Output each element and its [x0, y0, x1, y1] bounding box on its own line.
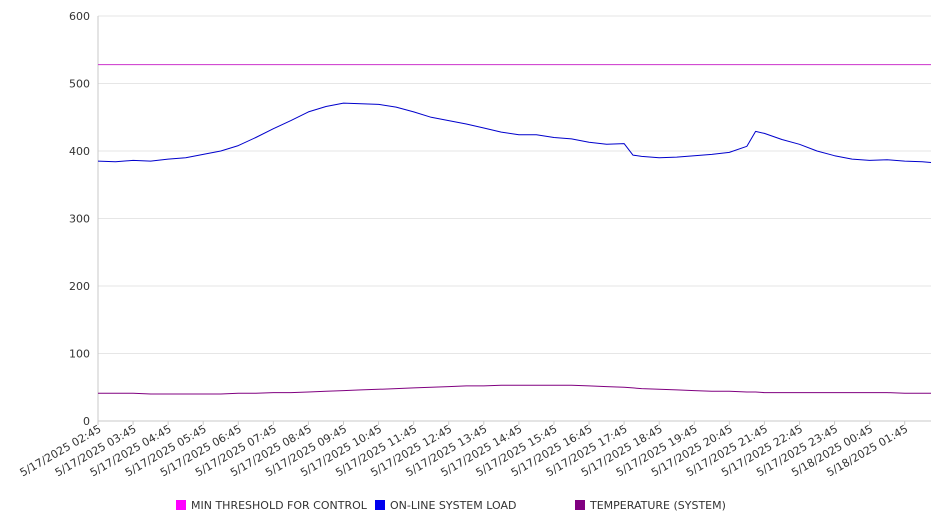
gridlines: [98, 15, 931, 354]
y-tick-label-100: 100: [69, 348, 90, 361]
y-tick-label-400: 400: [69, 145, 90, 158]
legend-label-temperature: TEMPERATURE (SYSTEM): [590, 498, 726, 512]
series-lines: [97, 64, 932, 395]
legend-item-temperature[interactable]: TEMPERATURE (SYSTEM): [575, 497, 726, 513]
legend-label-system-load: ON-LINE SYSTEM LOAD: [390, 498, 517, 512]
legend-swatch-temperature: [575, 500, 585, 510]
y-tick-labels: 0 100 200 300 400 500 600: [69, 10, 90, 428]
legend-label-min-threshold: MIN THRESHOLD FOR CONTROL: [191, 498, 367, 512]
legend-item-min-threshold[interactable]: MIN THRESHOLD FOR CONTROL: [176, 497, 367, 513]
legend-swatch-min-threshold: [176, 500, 186, 510]
y-tick-label-600: 600: [69, 10, 90, 23]
legend-item-system-load[interactable]: ON-LINE SYSTEM LOAD: [375, 497, 516, 513]
y-tick-label-0: 0: [83, 415, 90, 428]
x-tick-labels: 5/17/2025 02:455/17/2025 03:455/17/2025 …: [18, 422, 911, 479]
axes: [97, 16, 931, 425]
y-tick-label-200: 200: [69, 280, 90, 293]
legend-swatch-system-load: [375, 500, 385, 510]
legend: MIN THRESHOLD FOR CONTROL ON-LINE SYSTEM…: [0, 497, 946, 515]
y-tick-label-300: 300: [69, 213, 90, 226]
series-line-1: [97, 102, 932, 163]
series-line-2: [98, 384, 931, 395]
y-tick-label-500: 500: [69, 78, 90, 91]
